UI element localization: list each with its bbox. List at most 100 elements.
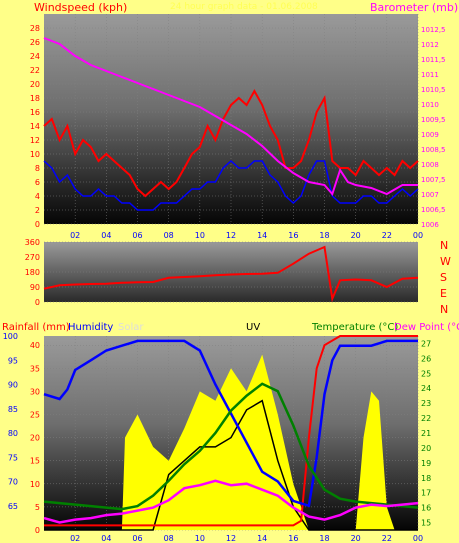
rain-tick-label: 0: [35, 526, 40, 535]
humidity-tick-label: 80: [8, 429, 18, 438]
x-tick-label-top: 20: [351, 231, 361, 240]
rain-axis-label: Rainfall (mm): [2, 322, 70, 333]
temperature-tick-label: 19: [421, 459, 431, 468]
x-tick-label-top: 06: [132, 231, 142, 240]
chart-faint-title: 24 hour graph data - 01.06.2008: [170, 2, 318, 12]
wind-lines: [43, 37, 419, 211]
baro-tick-label: 1006,5: [421, 206, 446, 214]
series-rain: [44, 335, 418, 527]
rain-tick-label: 20: [30, 434, 40, 443]
baro-tick-label: 1008: [421, 161, 439, 169]
direction-tick-label: 180: [25, 268, 40, 277]
x-tick-label-bottom: 06: [132, 534, 142, 543]
rain-tick-label: 5: [35, 503, 40, 512]
wind-tick-label: 14: [30, 122, 40, 131]
temperature-tick-label: 23: [421, 399, 431, 408]
solar-axis-label: Solar: [118, 322, 144, 333]
direction-w: W: [440, 255, 451, 268]
baro-tick-label: 1007,5: [421, 176, 446, 184]
baro-tick-label: 1007: [421, 191, 439, 199]
series-dewpoint: [43, 479, 419, 524]
wind-tick-label: 16: [30, 108, 40, 117]
wind-axis-label: Windspeed (kph): [34, 1, 127, 14]
x-tick-label-bottom: 04: [101, 534, 111, 543]
x-tick-label-top: 14: [257, 231, 267, 240]
direction-tick-label: 270: [25, 253, 40, 262]
humidity-tick-label: 75: [8, 453, 18, 462]
x-tick-label-bottom: 08: [164, 534, 174, 543]
x-tick-label-bottom: 12: [226, 534, 236, 543]
x-tick-label-top: 18: [319, 231, 329, 240]
lower-lines: [43, 335, 419, 527]
series-barometer: [43, 37, 418, 196]
direction-tick-label: 360: [25, 238, 40, 247]
wind-tick-label: 22: [30, 66, 40, 75]
baro-tick-label: 1009,5: [421, 116, 446, 124]
direction-e: E: [440, 287, 447, 300]
x-tick-label-bottom: 18: [319, 534, 329, 543]
series-solar: [44, 354, 418, 530]
humidity-tick-label: 95: [8, 356, 18, 365]
series-humidity: [43, 339, 418, 508]
x-tick-label-bottom: 10: [195, 534, 205, 543]
humidity-tick-label: 100: [3, 332, 18, 341]
baro-tick-label: 1008,5: [421, 146, 446, 154]
wind-tick-label: 8: [35, 164, 40, 173]
baro-tick-label: 1011: [421, 71, 439, 79]
dewpoint-axis-label: Dew Point (°C: [394, 322, 459, 333]
direction-lines: [43, 245, 419, 303]
series-wind-direction: [43, 245, 419, 303]
temperature-tick-label: 20: [421, 444, 431, 453]
temperature-tick-label: 18: [421, 474, 431, 483]
wind-tick-label: 2: [35, 206, 40, 215]
wind-tick-label: 0: [35, 220, 40, 229]
uv-axis-label: UV: [246, 322, 260, 333]
wind-tick-label: 20: [30, 80, 40, 89]
x-tick-label-bottom: 20: [351, 534, 361, 543]
x-tick-label-top: 04: [101, 231, 111, 240]
tick-labels: 024681012141618202224262810061006,510071…: [3, 24, 446, 543]
rain-tick-label: 30: [30, 387, 40, 396]
x-tick-label-top: 00: [413, 231, 423, 240]
humidity-tick-label: 90: [8, 381, 18, 390]
baro-tick-label: 1011,5: [421, 56, 446, 64]
x-tick-label-bottom: 00: [413, 534, 423, 543]
baro-axis-label: Barometer (mb): [370, 1, 458, 14]
wind-tick-label: 4: [35, 192, 40, 201]
direction-n-bottom: N: [440, 303, 448, 316]
x-tick-label-top: 12: [226, 231, 236, 240]
temperature-tick-label: 15: [421, 519, 431, 528]
baro-tick-label: 1009: [421, 131, 439, 139]
temperature-tick-label: 21: [421, 429, 431, 438]
temperature-tick-label: 27: [421, 339, 431, 348]
x-tick-label-bottom: 22: [382, 534, 392, 543]
x-tick-label-bottom: 16: [288, 534, 298, 543]
solar-layer: [44, 354, 418, 530]
series-wind-gust: [43, 88, 419, 198]
rain-tick-label: 10: [30, 480, 40, 489]
baro-tick-label: 1010: [421, 101, 439, 109]
wind-tick-label: 6: [35, 178, 40, 187]
humidity-tick-label: 65: [8, 502, 18, 511]
baro-tick-label: 1010,5: [421, 86, 446, 94]
grid-direction: [44, 241, 418, 303]
temperature-axis-label: Temperature (°C): [311, 322, 398, 333]
temperature-tick-label: 22: [421, 414, 431, 423]
rain-tick-label: 15: [30, 457, 40, 466]
x-tick-label-top: 08: [164, 231, 174, 240]
series-temperature: [43, 382, 419, 511]
rain-tick-label: 40: [30, 341, 40, 350]
x-tick-label-top: 10: [195, 231, 205, 240]
temperature-tick-label: 25: [421, 369, 431, 378]
temperature-tick-label: 24: [421, 384, 431, 393]
direction-s: S: [440, 271, 447, 284]
series-wind-average: [43, 159, 419, 211]
temperature-tick-label: 17: [421, 489, 431, 498]
x-tick-label-top: 16: [288, 231, 298, 240]
wind-tick-label: 18: [30, 94, 40, 103]
direction-n-top: N: [440, 239, 448, 252]
x-tick-label-bottom: 02: [70, 534, 80, 543]
direction-tick-label: 90: [30, 283, 40, 292]
baro-tick-label: 1006: [421, 221, 439, 229]
